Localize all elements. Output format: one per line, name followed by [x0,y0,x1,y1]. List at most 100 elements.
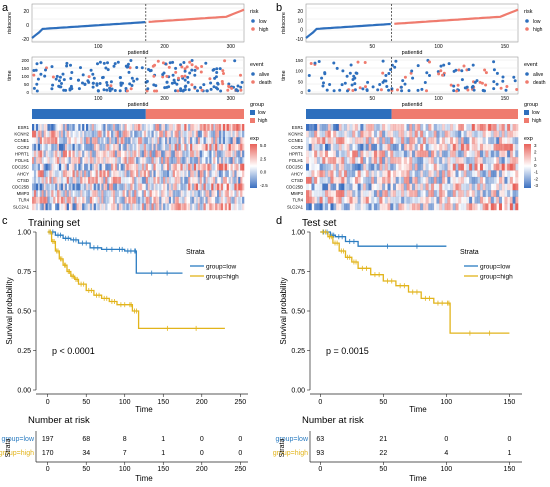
point-alive [416,64,420,68]
heatmap-cell [151,170,154,178]
heatmap-cell [32,176,35,184]
heatmap-cell [433,176,437,184]
heatmap-legend-tick: 3 [534,143,537,148]
heatmap-cell [308,176,312,184]
heatmap-cell [433,183,437,191]
point-alive [113,62,117,66]
heatmap-cell [344,157,348,164]
heatmap-cell [80,143,83,151]
point-death [183,67,187,71]
heatmap-cell [463,137,467,145]
heatmap-cell [35,124,39,131]
heatmap-cell [64,190,67,197]
heatmap-cell [439,183,443,191]
heatmap-cell [95,157,98,164]
heatmap-cell [85,163,89,171]
heatmap-cell [485,183,489,191]
heatmap-cell [166,203,170,211]
point-alive [492,80,496,84]
heatmap-cell [455,137,459,145]
heatmap-cell [360,170,364,178]
heatmap-cell [74,137,77,145]
risk-curve-low [31,21,146,39]
heatmap-cell [374,184,377,191]
point-death [165,74,169,78]
heatmap-cell [414,203,418,211]
point-alive [492,68,496,72]
heatmap-cell [213,183,216,191]
point-alive [416,88,420,92]
heatmap-cell [78,163,81,171]
heatmap-cell [123,150,125,157]
heatmap-cell [363,203,367,211]
heatmap-cell [406,163,410,171]
point-alive [341,69,345,73]
heatmap-cell [466,190,470,197]
heatmap-cell [163,183,166,191]
heatmap-cell [439,143,443,151]
heatmap-cell [111,137,114,145]
heatmap-cell [195,163,199,171]
heatmap-cell [482,163,486,171]
heatmap-cell [66,130,69,138]
heatmap-cell [466,183,470,191]
heatmap-cell [155,163,158,171]
heatmap-cell [64,196,67,204]
heatmap-cell [205,170,208,178]
point-death [183,74,187,78]
heatmap-cell [58,150,62,158]
heatmap-cell [45,196,48,204]
heatmap-cell [414,124,418,131]
heatmap-cell [455,157,459,164]
heatmap-cell [124,157,127,164]
point-death [180,65,184,69]
heatmap-cell [376,163,380,171]
heatmap-cell [168,196,172,204]
point-alive [366,80,370,84]
heatmap-cell [170,170,173,178]
heatmap-cell [55,170,58,178]
heatmap-cell [188,143,191,151]
heatmap-cell [141,150,145,158]
heatmap-cell [103,203,106,211]
heatmap-cell [220,176,224,184]
heatmap-cell [384,130,388,138]
heatmap-cell [403,137,407,145]
heatmap-cell [109,183,112,191]
point-alive [452,89,456,93]
heatmap-cell [64,170,67,178]
heatmap-legend-tick: -1 [534,170,538,175]
heatmap-cell [168,143,172,151]
legend-dot-alive [251,72,255,76]
heatmap-cell [485,150,489,158]
heatmap-cell [382,143,386,151]
heatmap-cell [498,157,502,164]
heatmap-cell [186,130,189,138]
heatmap-cell [469,150,473,158]
heatmap-cell [398,137,402,145]
heatmap-cell [502,203,505,210]
heatmap-cell [240,203,243,211]
heatmap-cell [47,157,50,164]
heatmap-cell [147,183,150,191]
heatmap-cell [70,203,73,211]
point-death [125,89,129,93]
heatmap-cell [95,150,98,158]
heatmap-cell [39,137,42,145]
heatmap-cell [223,197,225,204]
heatmap-cell [128,190,131,197]
heatmap-cell [308,190,312,197]
point-death [156,59,160,63]
heatmap-cell [107,203,109,210]
heatmap-cell [234,183,237,191]
point-death [190,63,194,67]
heatmap-cell [95,190,98,197]
heatmap-cell [207,176,210,184]
heatmap-cell [390,183,394,191]
heatmap-cell [390,203,394,211]
heatmap-cell [218,163,222,171]
heatmap-cell [76,150,79,158]
heatmap-cell [360,150,364,158]
heatmap-cell [78,150,81,158]
heatmap-cell [95,130,98,138]
